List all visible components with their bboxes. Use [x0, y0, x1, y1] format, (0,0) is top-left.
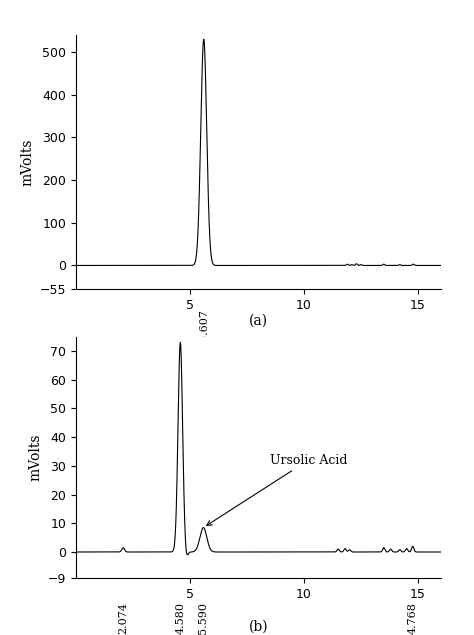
Y-axis label: mVolts: mVolts [20, 138, 34, 185]
Text: Ursolic Acid: Ursolic Acid [207, 453, 347, 525]
Text: (b): (b) [248, 620, 268, 634]
Text: (a): (a) [249, 314, 268, 328]
Y-axis label: mVolts: mVolts [28, 434, 42, 481]
Text: 4.768: 4.768 [408, 602, 418, 634]
Text: 5.590: 5.590 [198, 602, 209, 634]
Text: 2.074: 2.074 [118, 602, 128, 634]
Text: 4.580: 4.580 [175, 602, 185, 634]
Text: 5.607: 5.607 [199, 309, 209, 341]
